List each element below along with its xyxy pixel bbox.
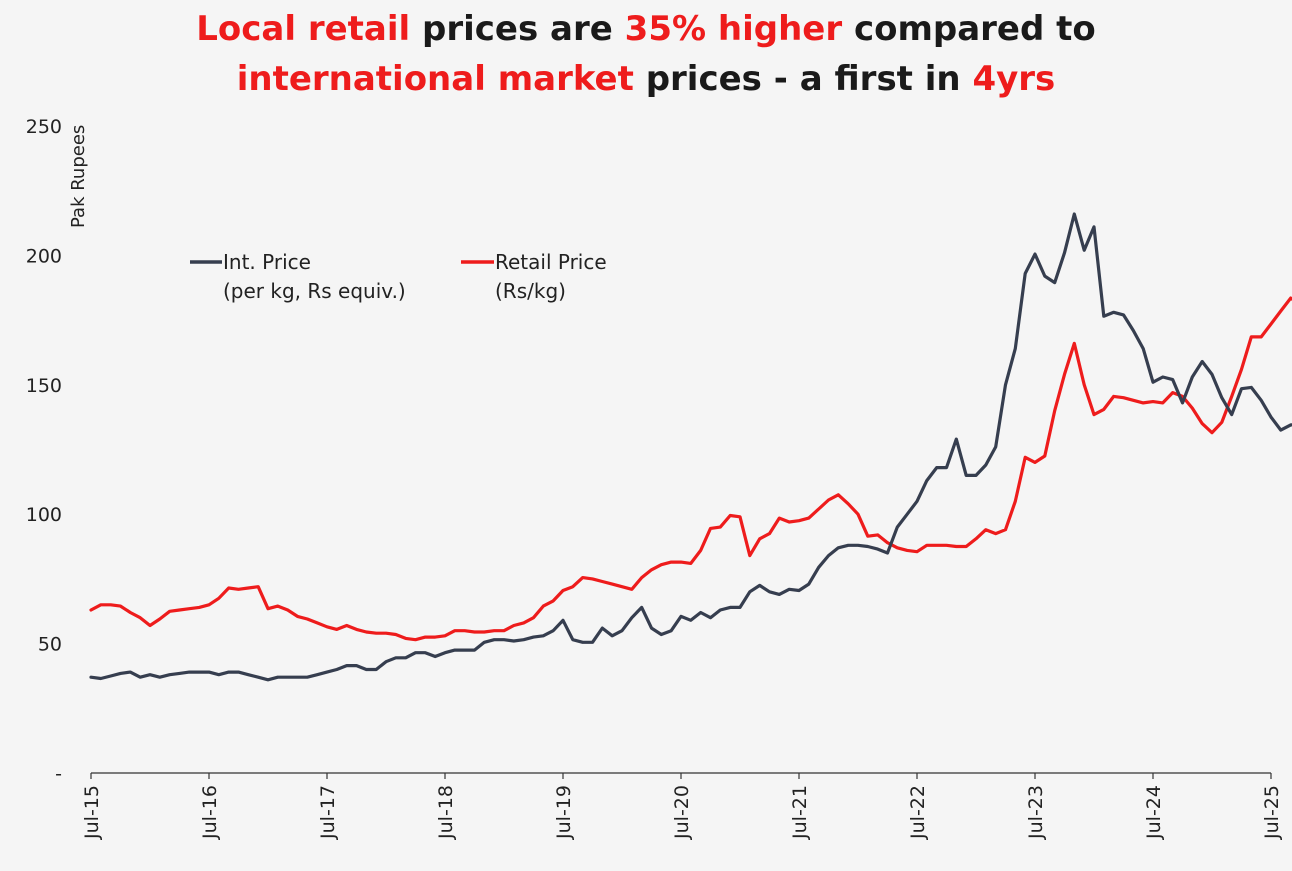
legend-item-retail-price: Retail Price (Rs/kg) <box>461 250 607 303</box>
x-tick-label: Jul-21 <box>789 785 811 840</box>
title-text-1: prices are <box>410 9 625 49</box>
y-tick-label: 250 <box>26 116 62 138</box>
y-axis: - 50 100 150 200 250 <box>26 116 62 785</box>
x-axis: Jul-15 Jul-16 Jul-17 Jul-18 Jul-19 Jul-20 Jul-… <box>81 772 1283 840</box>
series-line-int-price <box>89 212 1292 682</box>
legend-label-retail-price: Retail Price <box>495 250 607 274</box>
legend-sublabel-retail-price: (Rs/kg) <box>495 279 566 303</box>
chart-title-line-2: international market prices - a first in… <box>0 54 1292 104</box>
x-tick-label: Jul-19 <box>553 785 575 840</box>
y-tick-label: 100 <box>26 504 62 526</box>
title-highlight-0: Local retail <box>196 9 411 49</box>
y-tick-label: - <box>55 763 62 785</box>
series-layer <box>89 212 1292 682</box>
x-tick-label: Jul-25 <box>1261 785 1283 840</box>
y-tick-label: 50 <box>38 634 62 656</box>
title-highlight-2: 35% higher <box>624 9 843 49</box>
x-tick-label: Jul-20 <box>671 785 693 840</box>
title-text-3: compared to <box>842 9 1096 49</box>
legend-item-int-price: Int. Price (per kg, Rs equiv.) <box>190 250 406 303</box>
legend: Int. Price (per kg, Rs equiv.) Retail Pr… <box>190 250 607 303</box>
series-line-retail-price <box>89 296 1292 642</box>
title-highlight-2: 4yrs <box>972 59 1056 99</box>
y-tick-label: 200 <box>26 245 62 267</box>
title-text-1: prices - a first in <box>633 59 973 99</box>
y-tick-label: 150 <box>26 375 62 397</box>
x-tick-label: Jul-15 <box>81 785 103 840</box>
x-tick-label: Jul-24 <box>1143 785 1165 840</box>
title-highlight-0: international market <box>236 59 634 99</box>
legend-label-int-price: Int. Price <box>223 250 311 274</box>
x-tick-label: Jul-22 <box>907 785 929 840</box>
chart-title: Local retail prices are 35% higher compa… <box>0 4 1292 104</box>
legend-sublabel-int-price: (per kg, Rs equiv.) <box>223 279 406 303</box>
x-tick-label: Jul-23 <box>1025 785 1047 840</box>
x-tick-label: Jul-16 <box>199 785 221 840</box>
x-tick-label: Jul-17 <box>317 785 339 840</box>
chart-title-line-1: Local retail prices are 35% higher compa… <box>0 4 1292 54</box>
x-tick-label: Jul-18 <box>435 785 457 840</box>
y-axis-title: Pak Rupees <box>68 125 89 228</box>
